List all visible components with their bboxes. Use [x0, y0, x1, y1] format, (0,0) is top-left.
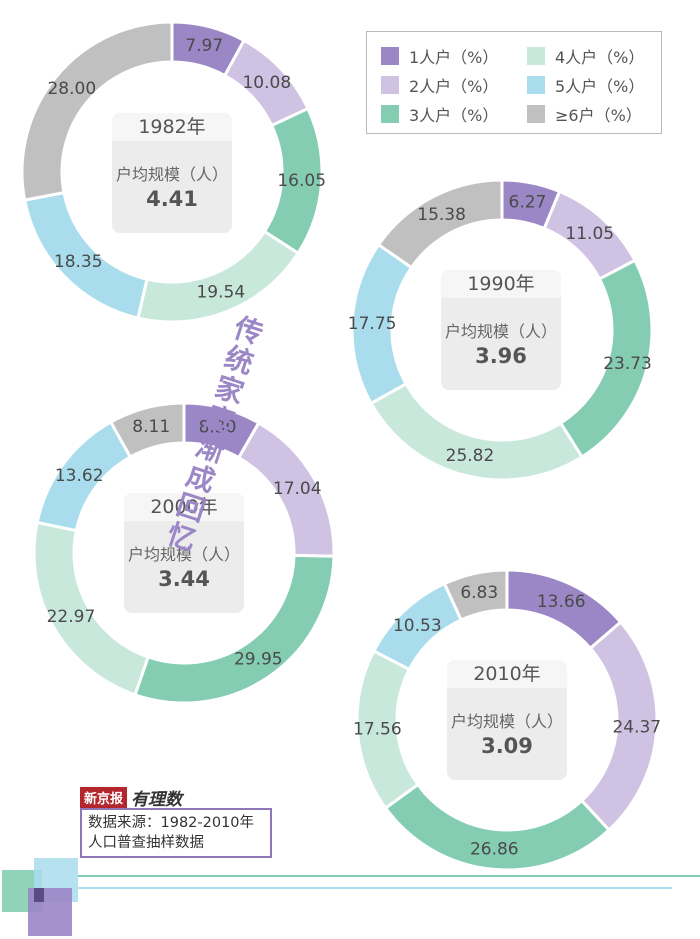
- slice-label: 17.04: [273, 479, 322, 499]
- slice-label: 22.97: [47, 607, 96, 627]
- slice-label: 17.75: [348, 314, 397, 334]
- slice-label: 28.00: [47, 79, 96, 99]
- center-value-2010: 3.09: [481, 734, 533, 758]
- center-year-2010: 2010年: [447, 660, 567, 688]
- slice-label: 26.86: [470, 839, 519, 859]
- legend-item-6: ≥6户（%）: [527, 102, 642, 126]
- legend-item-1: 1人户（%）: [381, 44, 498, 68]
- slice-label: 10.53: [393, 616, 442, 636]
- slice-label: 13.62: [55, 466, 104, 486]
- legend-item-5: 5人户（%）: [527, 73, 644, 97]
- donut-1990: 6.27 11.05 23.73 25.82 17.75 15.38: [348, 178, 654, 482]
- center-value-2000: 3.44: [158, 567, 210, 591]
- slice-label: 23.73: [603, 354, 652, 374]
- slice-label: 18.35: [54, 252, 103, 272]
- center-label-1982: 户均规模（人）: [115, 165, 228, 184]
- donut-slice: [20, 20, 174, 202]
- center-year-1982: 1982年: [112, 113, 232, 141]
- center-year-1990: 1990年: [441, 270, 561, 298]
- donut-2000: 8.30 17.04 29.95 22.97 13.62 8.11: [32, 401, 336, 705]
- slice-label: 16.05: [277, 171, 326, 191]
- donut-slice: [376, 178, 504, 270]
- slice-label: 17.56: [353, 720, 402, 740]
- center-box-2000: 2000年 户均规模（人） 3.44: [124, 493, 244, 613]
- legend-label-6: ≥6户（%）: [555, 106, 642, 125]
- center-label-1990: 户均规模（人）: [444, 322, 557, 341]
- legend-label-3: 3人户（%）: [409, 106, 499, 125]
- center-box-1982: 1982年 户均规模（人） 4.41: [112, 113, 232, 233]
- slice-label: 24.37: [612, 717, 661, 737]
- legend-swatch-6: [527, 105, 545, 123]
- center-label-2010: 户均规模（人）: [450, 712, 563, 731]
- slice-label: 7.97: [185, 36, 223, 56]
- source-note: 数据来源：1982-2010年 人口普查抽样数据: [80, 808, 272, 858]
- slice-label: 6.83: [460, 583, 498, 603]
- donut-slice: [108, 401, 186, 460]
- brand-logo: 新京报: [80, 786, 128, 808]
- slice-label: 8.11: [132, 417, 170, 437]
- legend-swatch-5: [527, 76, 545, 94]
- legend-swatch-1: [381, 47, 399, 65]
- slice-label: 25.82: [446, 446, 495, 466]
- donut-1982: 7.97 10.08 16.05 19.54 18.35 28.00: [20, 20, 326, 324]
- legend-label-4: 4人户（%）: [555, 48, 645, 67]
- slice-label: 10.08: [242, 73, 291, 93]
- center-value-1990: 3.96: [475, 344, 527, 368]
- donut-slice: [442, 568, 509, 623]
- slice-label: 15.38: [417, 205, 466, 225]
- legend-item-3: 3人户（%）: [381, 102, 498, 126]
- legend-swatch-2: [381, 76, 399, 94]
- center-value-1982: 4.41: [146, 187, 198, 211]
- center-box-1990: 1990年 户均规模（人） 3.96: [441, 270, 561, 390]
- donut-slice: [136, 229, 301, 324]
- center-year-2000: 2000年: [124, 493, 244, 521]
- center-label-2000: 户均规模（人）: [127, 545, 240, 564]
- slice-label: 11.05: [565, 224, 614, 244]
- legend-label-2: 2人户（%）: [409, 77, 499, 96]
- legend: 1人户（%） 2人户（%） 3人户（%） 4人户（%） 5人户（%） ≥6户（%…: [366, 31, 662, 134]
- slice-label: 19.54: [196, 282, 245, 302]
- slice-label: 29.95: [234, 650, 283, 670]
- slice-label: 8.30: [199, 417, 237, 437]
- legend-label-5: 5人户（%）: [555, 77, 645, 96]
- slice-label: 6.27: [509, 193, 547, 213]
- legend-swatch-4: [527, 47, 545, 65]
- legend-item-2: 2人户（%）: [381, 73, 498, 97]
- legend-item-4: 4人户（%）: [527, 44, 644, 68]
- legend-swatch-3: [381, 105, 399, 123]
- source-line-1: 数据来源：1982-2010年: [88, 815, 255, 831]
- source-line-2: 人口普查抽样数据: [88, 835, 204, 851]
- brand-row: 新京报 有理数: [80, 786, 183, 810]
- legend-label-1: 1人户（%）: [409, 48, 499, 67]
- slice-label: 13.66: [537, 592, 586, 612]
- donut-2010: 13.66 24.37 26.86 17.56 10.53 6.83: [353, 568, 661, 872]
- brand-script: 有理数: [131, 789, 183, 810]
- center-box-2010: 2010年 户均规模（人） 3.09: [447, 660, 567, 780]
